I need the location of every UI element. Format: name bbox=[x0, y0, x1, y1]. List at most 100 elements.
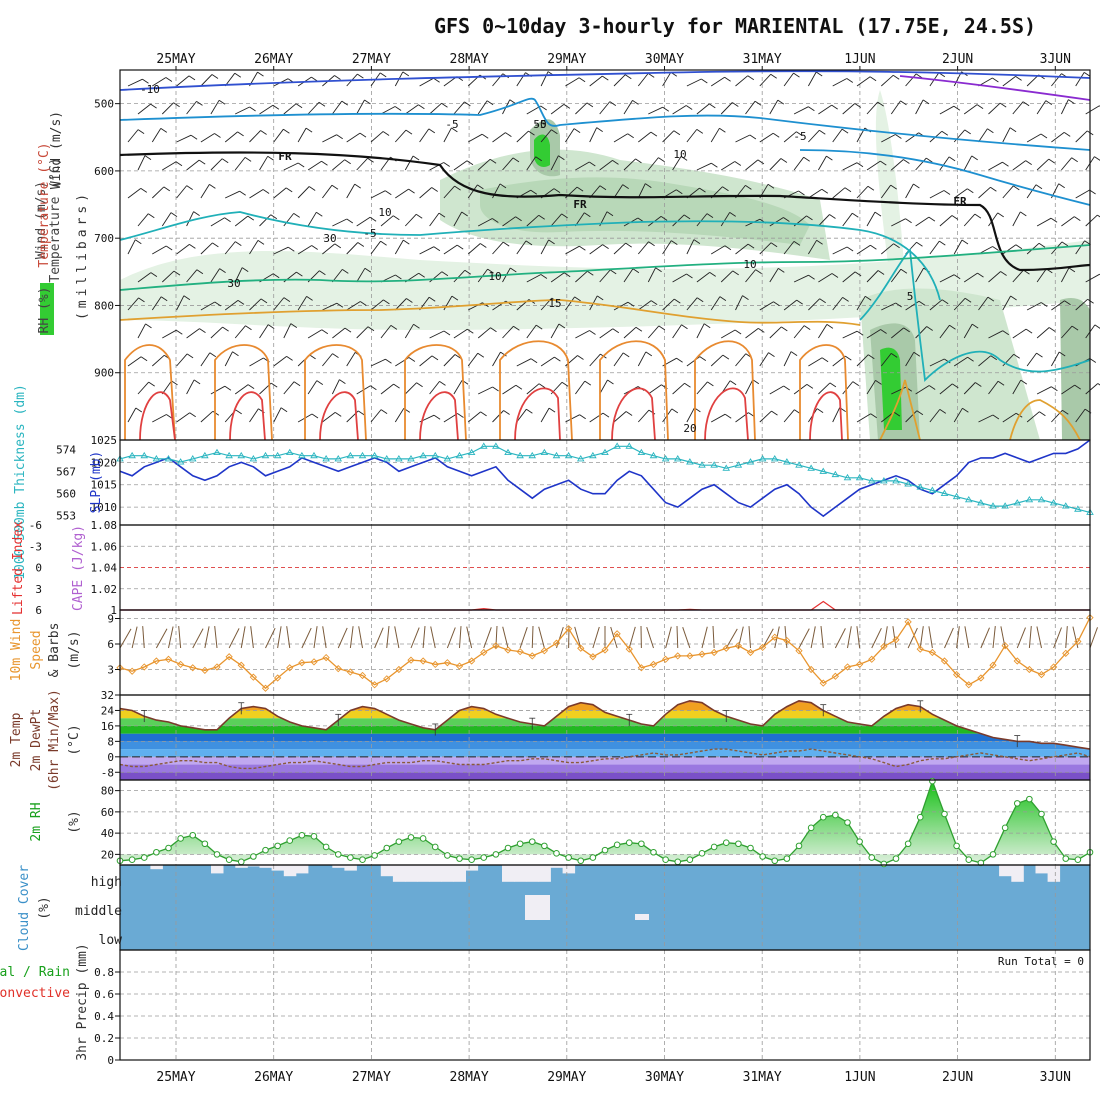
upper-wind-barb-flag bbox=[438, 212, 446, 218]
wind10m-label: Speed bbox=[29, 630, 44, 669]
thickness-point bbox=[225, 451, 233, 459]
upper-wind-barb bbox=[1061, 384, 1075, 395]
upper-wind-barb-flag bbox=[880, 329, 887, 334]
contour-label: 10 bbox=[673, 148, 686, 161]
thickness-point bbox=[770, 455, 779, 462]
upper-wind-barb-flag bbox=[283, 297, 291, 302]
upper-wind-barb bbox=[565, 296, 575, 311]
upper-wind-barb-flag bbox=[441, 102, 448, 108]
upper-wind-barb bbox=[200, 133, 215, 143]
upper-wind-barb-flag bbox=[609, 101, 617, 106]
thickness-point bbox=[698, 461, 706, 468]
upper-wind-barb-flag bbox=[196, 101, 203, 106]
upper-wind-barb-flag bbox=[451, 127, 458, 133]
upper-wind-barb-flag bbox=[188, 75, 196, 81]
high-cloud-cell bbox=[429, 865, 442, 882]
upper-wind-barb-flag bbox=[944, 358, 951, 364]
upper-wind-barb-flag bbox=[451, 295, 459, 301]
upper-wind-barb bbox=[696, 272, 710, 283]
upper-wind-barb-flag bbox=[308, 186, 316, 191]
upper-wind-barb bbox=[720, 329, 736, 339]
upper-wind-barb-flag bbox=[819, 129, 826, 135]
rh-point bbox=[686, 856, 694, 863]
upper-wind-barb-flag bbox=[961, 239, 969, 245]
wind10m-point bbox=[880, 642, 888, 651]
thickness-point bbox=[831, 470, 840, 478]
upper-wind-barb-flag bbox=[660, 216, 668, 221]
upper-wind-barb-flag bbox=[596, 295, 604, 301]
wind10m-barb bbox=[495, 625, 498, 649]
upper-wind-barb bbox=[1051, 409, 1063, 423]
upper-wind-barb bbox=[939, 105, 955, 115]
upper-wind-barb-flag bbox=[709, 272, 716, 277]
upper-wind-barb-flag bbox=[481, 133, 489, 139]
upper-wind-barb bbox=[405, 104, 419, 115]
upper-wind-barb-flag bbox=[893, 243, 900, 249]
upper-wind-barb bbox=[915, 216, 930, 227]
slp-label: SLP (mb) bbox=[89, 451, 104, 514]
thickness-point bbox=[867, 477, 876, 484]
precip-legend-convective: Convective bbox=[0, 986, 70, 1001]
upper-wind-barb-flag bbox=[1039, 411, 1046, 417]
y-tick-label: 0.8 bbox=[94, 966, 114, 979]
wind10m-barb bbox=[712, 625, 715, 649]
contour-label: 15 bbox=[548, 297, 561, 310]
upper-wind-barb-flag bbox=[648, 409, 656, 415]
upper-wind-barb bbox=[200, 242, 213, 255]
high-cloud-cell bbox=[526, 865, 539, 882]
wind10m-label: & Barbs bbox=[47, 623, 62, 678]
upper-wind-barb-flag bbox=[576, 186, 584, 192]
upper-wind-barb bbox=[1002, 185, 1014, 199]
y-tick-label: 0 bbox=[107, 751, 114, 764]
wind10m-barb bbox=[204, 626, 210, 649]
temp-color-band bbox=[120, 718, 1090, 726]
upper-wind-barb-flag bbox=[864, 295, 872, 301]
upper-wind-barb bbox=[162, 329, 177, 339]
upper-wind-barb bbox=[467, 411, 481, 423]
upper-wind-barb bbox=[599, 160, 613, 171]
lifted-index-tick-label: 3 bbox=[35, 583, 42, 596]
rh-point bbox=[383, 844, 391, 852]
upper-wind-barb bbox=[477, 158, 491, 171]
thickness-point bbox=[977, 499, 985, 506]
upper-wind-barb bbox=[735, 353, 747, 367]
upper-wind-barb bbox=[637, 241, 649, 255]
upper-wind-barb-flag bbox=[1094, 324, 1100, 329]
upper-wind-barb-flag bbox=[224, 385, 232, 391]
thickness-tick-label: 574 bbox=[56, 443, 76, 456]
upper-wind-barb bbox=[818, 155, 827, 171]
upper-wind-barb-flag bbox=[558, 155, 565, 161]
upper-wind-barb bbox=[769, 326, 782, 339]
cape-tick-label: 1.04 bbox=[91, 562, 118, 575]
high-cloud-cell bbox=[283, 865, 297, 877]
y-tick-label: 500 bbox=[94, 98, 114, 111]
thickness-point bbox=[564, 451, 573, 459]
upper-wind-barb-flag bbox=[346, 218, 354, 224]
wind10m-barb bbox=[919, 626, 924, 649]
upper-wind-barb-flag bbox=[393, 215, 400, 221]
upper-wind-barb bbox=[526, 156, 537, 171]
upper-wind-barb-flag bbox=[364, 99, 371, 105]
upper-wind-barb-flag bbox=[767, 183, 775, 189]
upper-wind-barb bbox=[783, 72, 794, 87]
upper-wind-barb bbox=[1036, 100, 1047, 115]
day-label-bottom: 30MAY bbox=[645, 1070, 684, 1085]
upper-wind-barb bbox=[210, 326, 223, 339]
wind10m-barb bbox=[178, 626, 182, 649]
cloud-cover-label: Cloud Cover bbox=[17, 865, 32, 951]
slp-tick-label: 1020 bbox=[91, 456, 118, 469]
upper-wind-barb-flag bbox=[783, 385, 790, 391]
rh-point bbox=[856, 838, 863, 845]
upper-wind-barb bbox=[720, 102, 733, 115]
wind10m-point bbox=[140, 663, 148, 671]
high-cloud-cell bbox=[502, 865, 515, 882]
upper-wind-barb-flag bbox=[829, 214, 836, 219]
minmax-label: (6hr Min/Max) bbox=[47, 689, 62, 791]
upper-wind-barb bbox=[186, 159, 200, 171]
upper-wind-barb bbox=[565, 414, 580, 423]
high-cloud-cell bbox=[380, 865, 394, 877]
thickness-point bbox=[916, 483, 925, 490]
upper-wind-barb bbox=[613, 352, 624, 367]
high-cloud-cell bbox=[441, 865, 454, 882]
upper-wind-barb bbox=[235, 106, 250, 115]
